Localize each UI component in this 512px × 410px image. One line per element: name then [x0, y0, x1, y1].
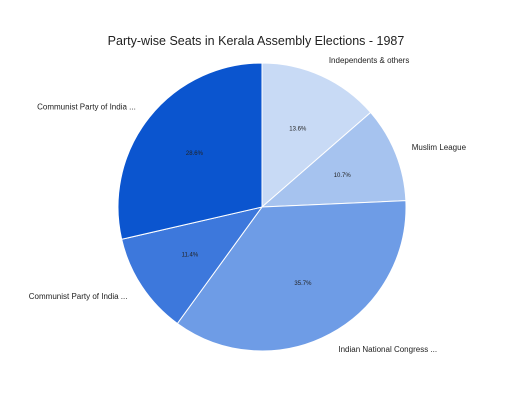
pie-percent-labels: 13.6% 10.7% 35.7% 11.4% 28.6% — [182, 126, 352, 287]
slice-category-label: Communist Party of India ... — [37, 103, 136, 112]
pie-outer-labels: Independents & others Muslim League Indian… — [29, 56, 467, 354]
pie-slice — [261, 62, 372, 209]
slice-percent-label: 35.7% — [294, 281, 312, 287]
pie-slices — [117, 62, 407, 352]
slice-percent-label: 11.4% — [182, 253, 199, 259]
pie-slice — [176, 200, 407, 352]
slice-category-label: Muslim League — [412, 143, 467, 152]
chart-title: Party-wise Seats in Kerala Assembly Elec… — [107, 34, 405, 48]
pie-slice — [117, 62, 263, 240]
pie-slice — [121, 206, 264, 325]
slice-percent-label: 28.6% — [186, 151, 204, 157]
slice-category-label: Communist Party of India ... — [29, 292, 128, 301]
slice-category-label: Independents & others — [329, 56, 410, 65]
slice-category-label: Indian National Congress ... — [338, 345, 437, 354]
slice-percent-label: 10.7% — [334, 173, 352, 179]
slice-percent-label: 13.6% — [289, 126, 307, 132]
pie-slice — [260, 111, 407, 208]
